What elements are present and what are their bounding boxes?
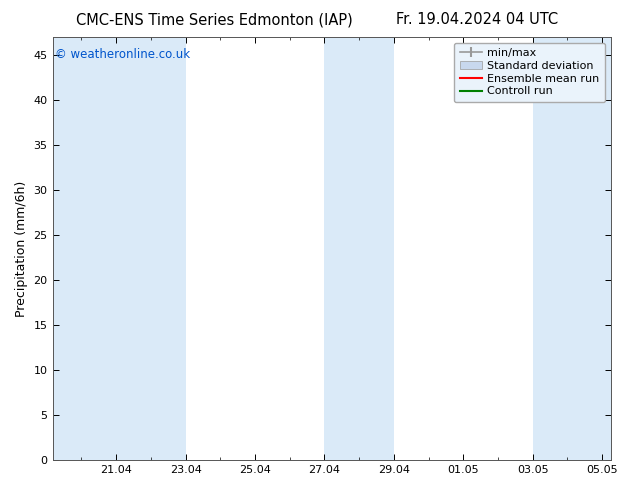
- Text: © weatheronline.co.uk: © weatheronline.co.uk: [55, 48, 190, 61]
- Legend: min/max, Standard deviation, Ensemble mean run, Controll run: min/max, Standard deviation, Ensemble me…: [454, 43, 605, 102]
- Y-axis label: Precipitation (mm/6h): Precipitation (mm/6h): [15, 180, 28, 317]
- Text: CMC-ENS Time Series Edmonton (IAP): CMC-ENS Time Series Edmonton (IAP): [76, 12, 353, 27]
- Bar: [53, 37, 116, 460]
- Bar: [325, 37, 394, 460]
- Text: Fr. 19.04.2024 04 UTC: Fr. 19.04.2024 04 UTC: [396, 12, 558, 27]
- Bar: [533, 37, 611, 460]
- Bar: [116, 37, 186, 460]
